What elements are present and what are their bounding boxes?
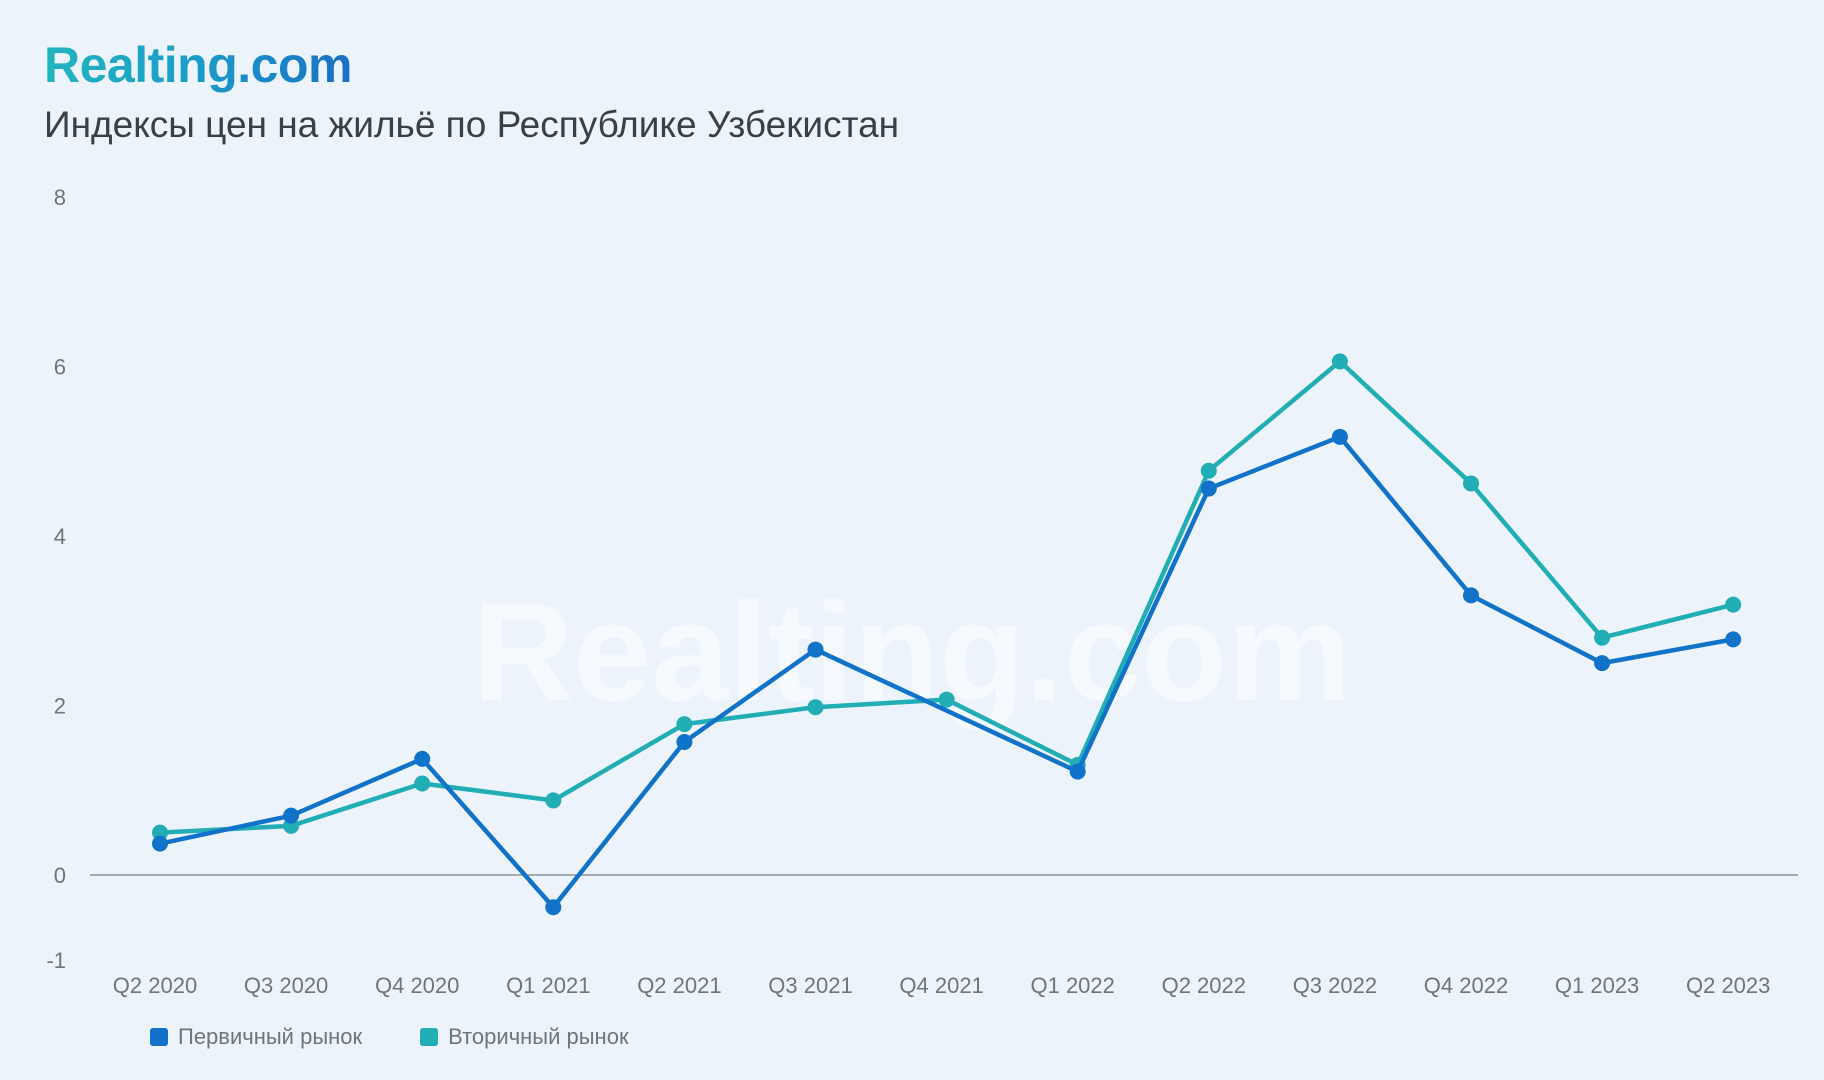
data-point-primary[interactable] [1331, 428, 1348, 445]
x-tick-label: Q3 2020 [244, 973, 328, 998]
data-point-primary[interactable] [414, 750, 431, 767]
x-tick-label: Q2 2021 [637, 973, 721, 998]
data-point-primary[interactable] [1463, 587, 1479, 604]
x-tick-label: Q3 2022 [1293, 973, 1377, 998]
data-point-secondary[interactable] [545, 792, 562, 809]
data-point-primary[interactable] [1069, 763, 1086, 780]
x-tick-label: Q4 2021 [899, 973, 983, 998]
y-tick-label: 2 [54, 694, 66, 719]
data-point-secondary[interactable] [1463, 475, 1479, 492]
data-point-secondary[interactable] [676, 716, 693, 733]
data-point-secondary[interactable] [1331, 353, 1348, 370]
y-tick-label: -1 [46, 948, 66, 973]
y-tick-label: 8 [54, 185, 66, 210]
data-point-primary[interactable] [152, 835, 168, 852]
series-layer [152, 353, 1742, 916]
legend-swatch-secondary [420, 1028, 439, 1046]
brand-logo: Realting.com [44, 37, 352, 93]
x-tick-label: Q2 2023 [1686, 973, 1770, 998]
data-point-secondary[interactable] [152, 824, 168, 841]
x-tick-label: Q1 2023 [1555, 973, 1639, 998]
data-point-secondary[interactable] [938, 691, 955, 708]
y-axis-ticks: 8 6 4 2 0 -1 [46, 185, 66, 973]
x-tick-label: Q1 2021 [506, 973, 590, 998]
data-point-secondary[interactable] [1594, 629, 1611, 646]
data-point-primary[interactable] [545, 899, 562, 916]
legend-item-primary[interactable]: Первичный рынок [150, 1024, 362, 1050]
data-point-primary[interactable] [676, 733, 693, 750]
chart-title: Индексы цен на жильё по Республике Узбек… [44, 104, 900, 145]
x-tick-label: Q1 2022 [1030, 973, 1114, 998]
data-point-secondary[interactable] [807, 699, 824, 716]
data-point-secondary[interactable] [414, 775, 431, 792]
legend-label-secondary: Вторичный рынок [448, 1024, 629, 1049]
legend-swatch-primary [150, 1028, 168, 1046]
series-line-primary [157, 434, 1736, 910]
data-point-primary[interactable] [1725, 631, 1742, 648]
legend-item-secondary[interactable]: Вторичный рынок [420, 1024, 629, 1050]
y-tick-label: 0 [54, 863, 66, 888]
data-point-primary[interactable] [1594, 655, 1611, 672]
data-point-secondary[interactable] [1200, 462, 1217, 479]
x-axis-ticks: Q2 2020 Q3 2020 Q4 2020 Q1 2021 Q2 2021 Q3 20… [113, 973, 1771, 998]
series-primary-market [152, 428, 1742, 916]
data-point-primary[interactable] [283, 807, 300, 824]
data-point-primary[interactable] [807, 641, 824, 658]
x-tick-label: Q3 2021 [768, 973, 852, 998]
legend-label-primary: Первичный рынок [178, 1024, 363, 1049]
x-tick-label: Q4 2020 [375, 973, 459, 998]
y-tick-label: 4 [54, 524, 66, 549]
x-tick-label: Q2 2020 [113, 973, 197, 998]
y-tick-label: 6 [54, 355, 66, 380]
x-tick-label: Q4 2022 [1424, 973, 1508, 998]
series-secondary-market [152, 353, 1742, 841]
data-point-primary[interactable] [1200, 480, 1217, 497]
watermark-text: Realting.com [472, 573, 1351, 730]
legend: Первичный рынок Вторичный рынок [150, 1024, 629, 1050]
data-point-secondary[interactable] [1725, 596, 1742, 613]
x-tick-label: Q2 2022 [1162, 973, 1246, 998]
